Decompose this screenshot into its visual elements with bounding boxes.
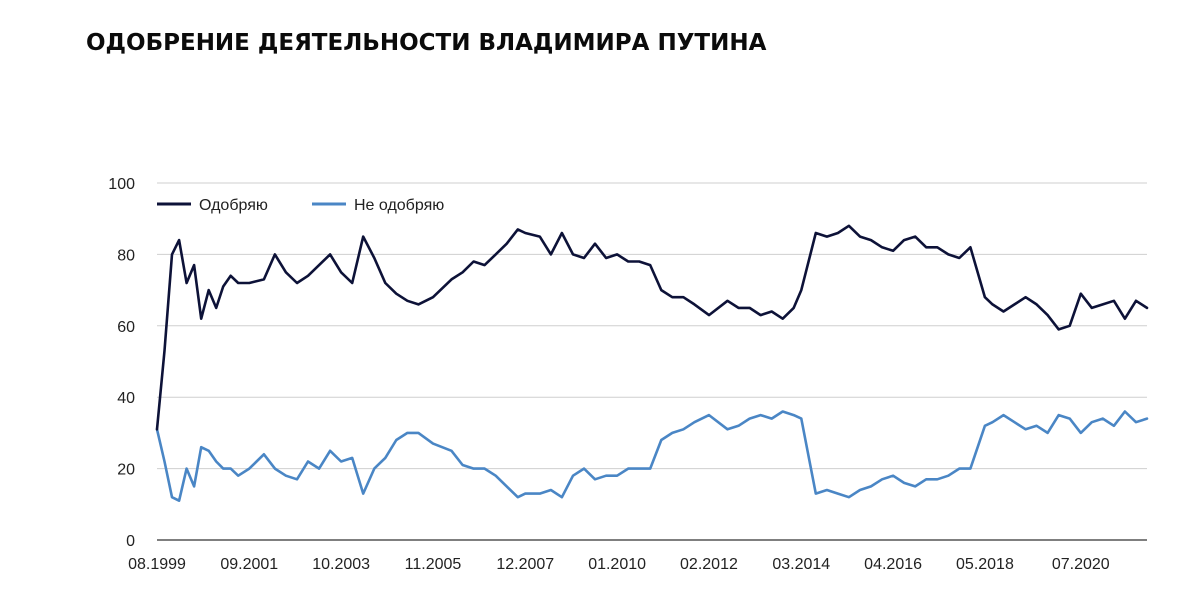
legend: Одобряю Не одобряю xyxy=(157,197,444,214)
y-tick-label: 60 xyxy=(117,319,135,336)
x-tick-label: 09.2001 xyxy=(220,556,278,573)
x-tick-label: 02.2012 xyxy=(680,556,738,573)
chart-title: ОДОБРЕНИЕ ДЕЯТЕЛЬНОСТИ ВЛАДИМИРА ПУТИНА xyxy=(86,30,767,56)
x-tick-label: 01.2010 xyxy=(588,556,646,573)
series-lines xyxy=(155,224,1149,503)
x-tick-label: 12.2007 xyxy=(496,556,554,573)
x-tick-label: 03.2014 xyxy=(772,556,830,573)
x-tick-label: 05.2018 xyxy=(956,556,1014,573)
y-tick-label: 0 xyxy=(126,533,135,550)
y-tick-label: 80 xyxy=(117,247,135,264)
axis-labels: 0 20 40 60 80 100 08.1999 09.2001 10.2003 11.2005… xyxy=(108,176,1109,573)
y-tick-label: 100 xyxy=(108,176,135,193)
legend-label-approve: Одобряю xyxy=(199,197,268,214)
x-tick-label: 10.2003 xyxy=(312,556,370,573)
x-tick-label: 07.2020 xyxy=(1052,556,1110,573)
x-tick-label: 11.2005 xyxy=(405,556,462,573)
x-tick-label: 04.2016 xyxy=(864,556,922,573)
y-tick-label: 20 xyxy=(117,462,135,479)
x-tick-label: 08.1999 xyxy=(128,556,186,573)
y-tick-label: 40 xyxy=(117,390,135,407)
grid-lines xyxy=(157,182,1147,541)
series-line-disapprove xyxy=(155,410,1149,503)
series-line-approve xyxy=(155,224,1149,431)
legend-label-disapprove: Не одобряю xyxy=(354,197,444,214)
